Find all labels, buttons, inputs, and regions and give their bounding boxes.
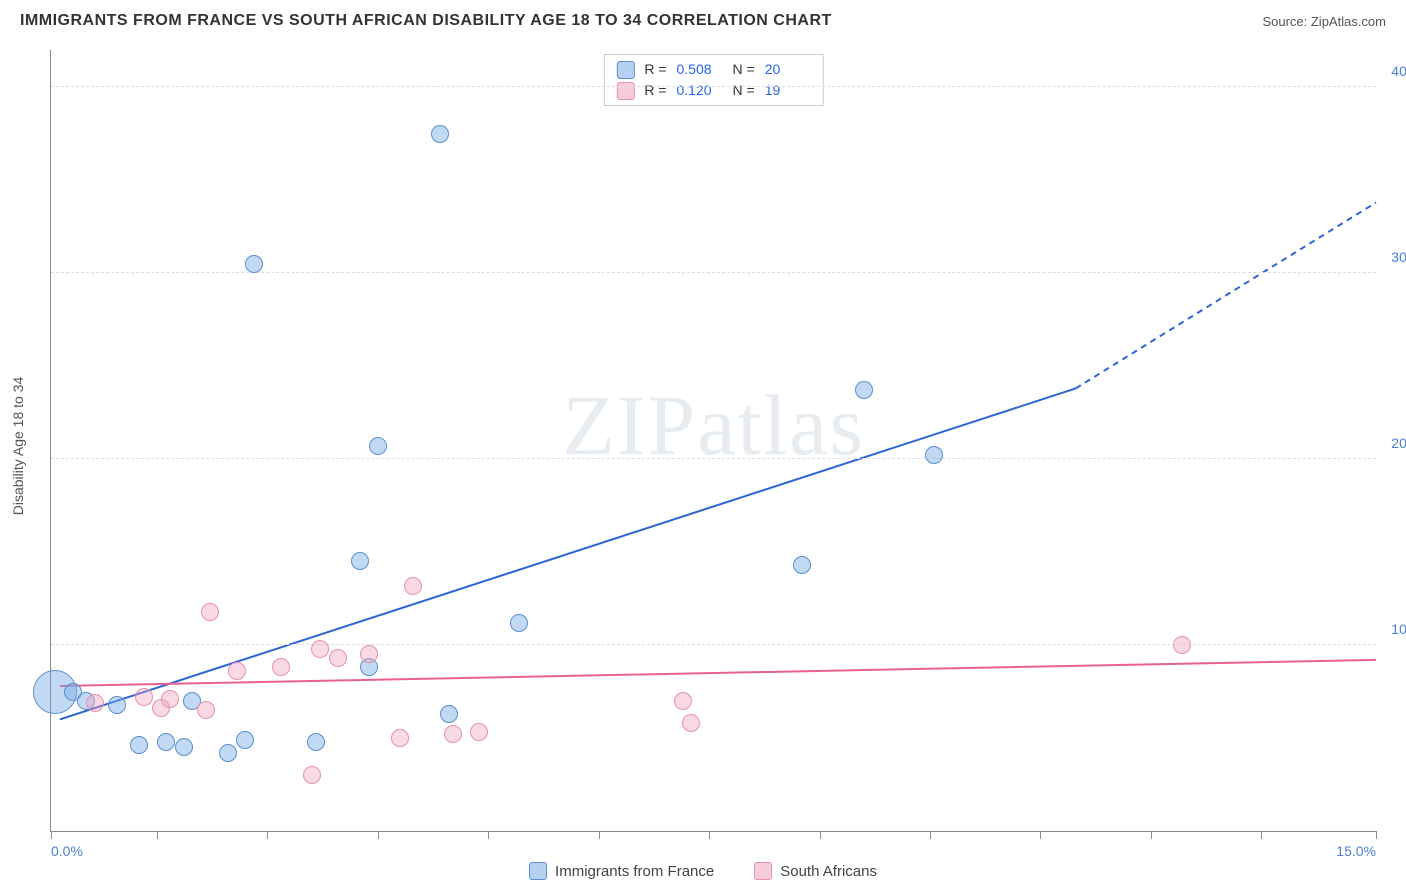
data-point-blue <box>130 736 148 754</box>
data-point-pink <box>303 766 321 784</box>
y-axis-label: Disability Age 18 to 34 <box>10 377 26 516</box>
data-point-blue <box>236 731 254 749</box>
data-point-pink <box>228 662 246 680</box>
data-point-pink <box>86 694 104 712</box>
y-tick-label: 30.0% <box>1391 249 1406 265</box>
data-point-blue <box>157 733 175 751</box>
data-point-pink <box>404 577 422 595</box>
data-point-pink <box>470 723 488 741</box>
source-link[interactable]: ZipAtlas.com <box>1311 14 1386 29</box>
data-point-pink <box>201 603 219 621</box>
x-tick <box>488 831 489 839</box>
data-point-pink <box>674 692 692 710</box>
data-point-blue <box>245 255 263 273</box>
x-tick <box>1376 831 1377 839</box>
data-point-pink <box>444 725 462 743</box>
legend-bottom: Immigrants from France South Africans <box>529 862 877 880</box>
data-point-pink <box>161 690 179 708</box>
x-tick <box>1261 831 1262 839</box>
legend-item-france: Immigrants from France <box>529 862 714 880</box>
header-bar: IMMIGRANTS FROM FRANCE VS SOUTH AFRICAN … <box>0 0 1406 38</box>
data-point-blue <box>219 744 237 762</box>
x-tick <box>157 831 158 839</box>
x-tick <box>930 831 931 839</box>
scatter-chart: ZIPatlas R = 0.508 N = 20 R = 0.120 N = … <box>50 50 1376 832</box>
data-point-blue <box>431 125 449 143</box>
x-tick-label: 0.0% <box>51 843 83 859</box>
trendlines-layer <box>51 50 1376 831</box>
data-point-pink <box>360 645 378 663</box>
data-point-blue <box>510 614 528 632</box>
data-point-pink <box>272 658 290 676</box>
data-point-blue <box>108 696 126 714</box>
x-tick <box>1040 831 1041 839</box>
chart-title: IMMIGRANTS FROM FRANCE VS SOUTH AFRICAN … <box>20 12 832 30</box>
gridline <box>51 272 1376 273</box>
trendline-pink <box>60 660 1376 686</box>
data-point-pink <box>391 729 409 747</box>
data-point-blue <box>351 552 369 570</box>
data-point-blue <box>175 738 193 756</box>
source-prefix: Source: <box>1262 14 1310 29</box>
legend-label-france: Immigrants from France <box>555 863 714 880</box>
x-tick <box>267 831 268 839</box>
data-point-blue <box>855 381 873 399</box>
source-attribution: Source: ZipAtlas.com <box>1262 14 1386 29</box>
x-tick <box>51 831 52 839</box>
x-tick <box>599 831 600 839</box>
x-tick <box>820 831 821 839</box>
data-point-pink <box>311 640 329 658</box>
legend-swatch-pink-icon <box>754 862 772 880</box>
data-point-blue <box>925 446 943 464</box>
x-tick <box>378 831 379 839</box>
legend-item-south-africans: South Africans <box>754 862 877 880</box>
y-tick-label: 20.0% <box>1391 435 1406 451</box>
data-point-blue <box>793 556 811 574</box>
data-point-blue <box>369 437 387 455</box>
legend-swatch-blue-icon <box>529 862 547 880</box>
y-tick-label: 40.0% <box>1391 63 1406 79</box>
x-tick-label: 15.0% <box>1336 843 1376 859</box>
gridline <box>51 458 1376 459</box>
x-tick <box>1151 831 1152 839</box>
data-point-pink <box>329 649 347 667</box>
data-point-blue <box>440 705 458 723</box>
data-point-pink <box>682 714 700 732</box>
data-point-pink <box>135 688 153 706</box>
trendline-blue-extrapolated <box>1076 202 1376 388</box>
x-tick <box>709 831 710 839</box>
data-point-pink <box>1173 636 1191 654</box>
data-point-pink <box>197 701 215 719</box>
data-point-blue <box>307 733 325 751</box>
y-tick-label: 10.0% <box>1391 621 1406 637</box>
gridline <box>51 86 1376 87</box>
legend-label-south-africans: South Africans <box>780 863 877 880</box>
